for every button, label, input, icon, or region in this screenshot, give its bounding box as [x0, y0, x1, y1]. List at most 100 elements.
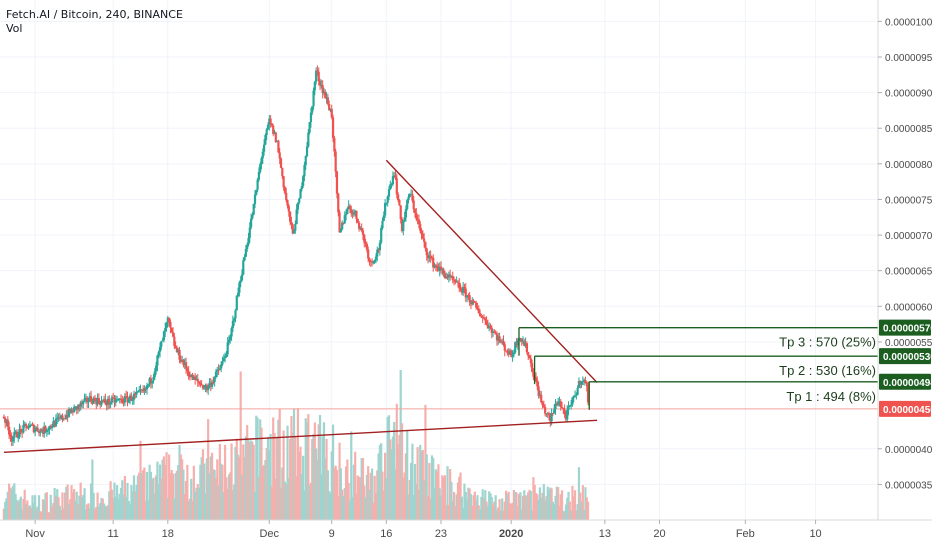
volume-bar [486, 506, 489, 520]
volume-bar [378, 445, 381, 520]
candle-body [19, 428, 22, 430]
volume-bar [121, 480, 124, 520]
candle-body [48, 426, 51, 430]
volume-bar [485, 501, 488, 520]
candle-body [412, 200, 415, 210]
volume-bar [412, 494, 415, 520]
volume-bar [147, 500, 150, 520]
volume-bar [79, 482, 82, 520]
candle-body [122, 402, 125, 404]
candle-body [287, 205, 290, 212]
candle-body [276, 140, 279, 142]
volume-bar [184, 480, 188, 520]
volume-bar [536, 494, 539, 520]
volume-bar [39, 511, 42, 520]
candle-body [395, 178, 398, 195]
target-label: Tp 1 : 494 (8%) [786, 389, 876, 404]
symbol-title[interactable]: Fetch.AI / Bitcoin, 240, BINANCE [6, 8, 183, 21]
candle-body [328, 104, 331, 111]
candle-body [53, 421, 56, 427]
candle-body [516, 340, 519, 346]
volume-bar [430, 455, 434, 520]
candle-body [488, 325, 491, 329]
candle-body [572, 395, 575, 398]
candle-body [132, 393, 136, 400]
volume-bar [257, 476, 260, 520]
candle-body [171, 332, 175, 337]
candle-body [105, 403, 108, 405]
trendline[interactable] [385, 159, 598, 384]
volume-bar [128, 504, 132, 520]
candle-body [342, 222, 345, 224]
candle-body [279, 158, 283, 168]
volume-bar [350, 431, 353, 520]
volume-bar [110, 489, 113, 520]
volume-bar [112, 498, 115, 520]
candle-body [534, 377, 538, 381]
volume-bar [158, 464, 162, 520]
candle-body [434, 265, 437, 267]
candle-body [255, 189, 258, 195]
candle-body [63, 418, 67, 420]
candle-body [181, 359, 184, 362]
volume-bar [70, 485, 73, 520]
volume-bar [204, 493, 207, 520]
candle-body [320, 85, 323, 87]
volume-bar [126, 482, 129, 520]
volume-bar [56, 489, 59, 520]
volume-bar [325, 438, 328, 520]
candle-body [92, 397, 95, 404]
volume-bar [404, 453, 408, 520]
candle-body [113, 397, 116, 403]
candle-body [71, 410, 74, 413]
volume-bar [348, 500, 352, 520]
volume-indicator-label[interactable]: Vol [6, 22, 23, 35]
volume-bar [446, 466, 449, 520]
volume-bar [566, 497, 569, 520]
volume-bar [524, 495, 527, 520]
volume-bar [178, 445, 181, 520]
candle-body [449, 274, 452, 278]
candle-body [230, 328, 233, 337]
volume-bar [114, 496, 117, 520]
candle-body [514, 342, 517, 353]
candle-body [560, 406, 564, 408]
candle-body [108, 398, 111, 405]
trendline[interactable] [3, 419, 598, 454]
candle-body [441, 269, 444, 271]
volume-bar [433, 487, 436, 520]
volume-bar [400, 423, 404, 520]
volume-bar [212, 469, 215, 520]
volume-bar [217, 485, 220, 520]
volume-bar [15, 500, 19, 520]
volume-bar [562, 510, 565, 520]
volume-bar [473, 491, 476, 520]
candle-body [464, 288, 467, 298]
volume-bar [168, 454, 171, 520]
candle-body [372, 262, 375, 264]
volume-bar [331, 424, 335, 520]
candle-body [456, 281, 460, 283]
volume-bar [357, 476, 361, 520]
volume-bar [519, 492, 522, 520]
candle-body [30, 424, 33, 426]
volume-bar [130, 485, 133, 520]
volume-bar [49, 494, 52, 520]
candle-body [568, 405, 571, 407]
volume-bar [383, 452, 387, 520]
candle-body [439, 266, 443, 270]
chart-legend: Fetch.AI / Bitcoin, 240, BINANCE Vol [6, 8, 183, 36]
candle-body [242, 260, 245, 275]
volume-bar [465, 499, 469, 520]
candle-body [344, 213, 348, 216]
volume-bar [169, 472, 172, 520]
candle-body [454, 280, 457, 283]
candle-body [187, 371, 190, 377]
candle-body [183, 362, 186, 365]
candle-body [480, 316, 483, 318]
